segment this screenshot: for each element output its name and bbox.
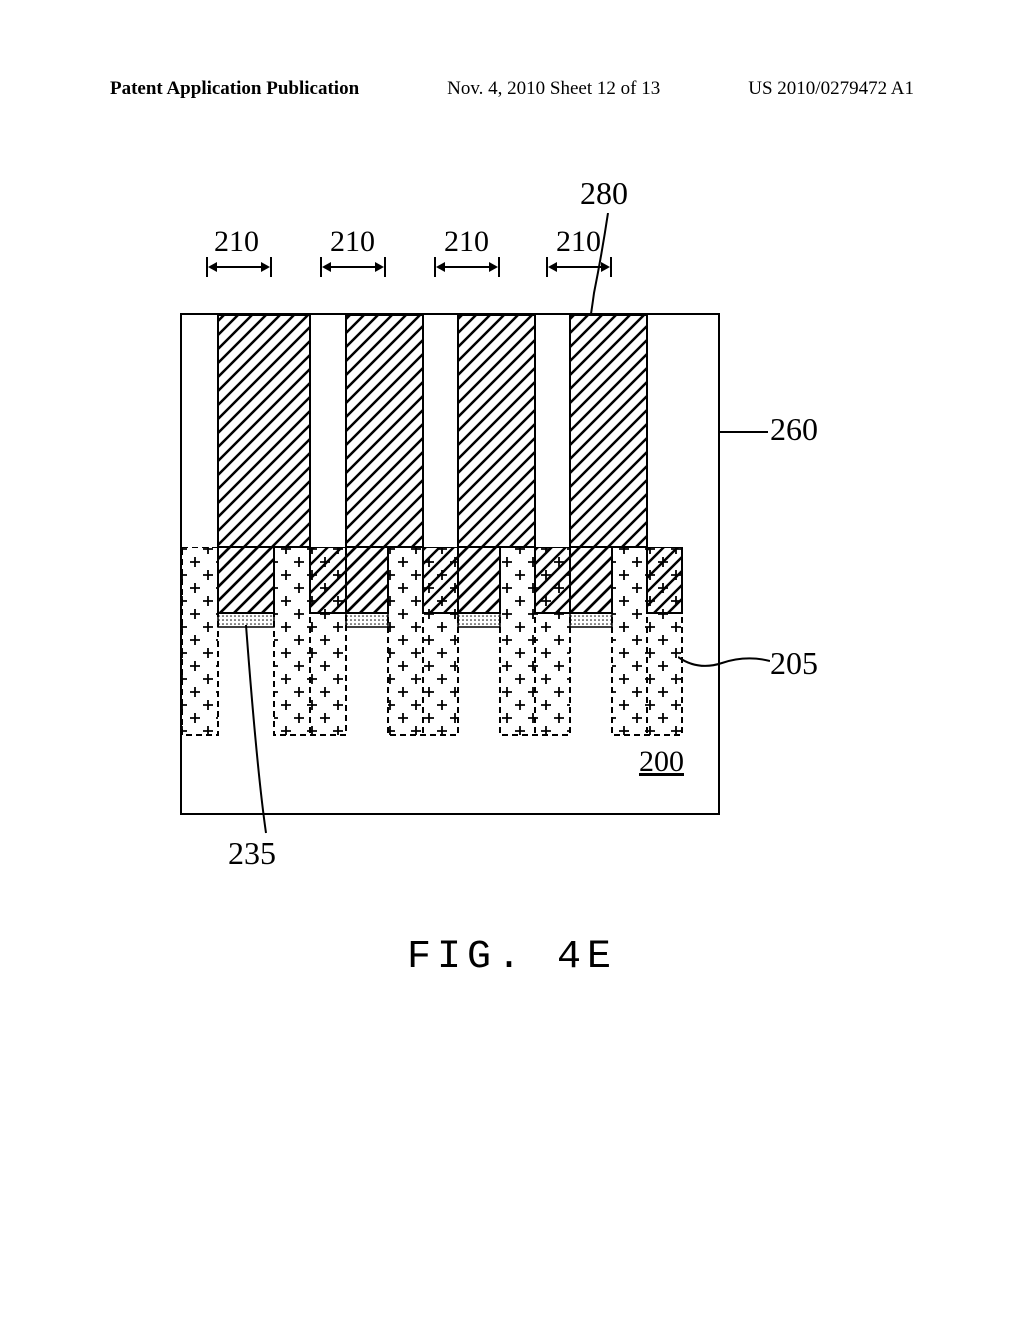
leader-260 xyxy=(720,431,768,433)
dim-arrow-3 xyxy=(434,261,500,273)
label-205: 205 xyxy=(770,645,818,682)
dimension-row: 210 210 210 210 xyxy=(180,225,840,315)
dim-label-4: 210 xyxy=(556,225,601,259)
label-200: 200 xyxy=(639,745,684,779)
dim-arrow-4 xyxy=(546,261,612,273)
dim-arrow-2 xyxy=(320,261,386,273)
figure-caption: FIG. 4E xyxy=(0,935,1024,980)
header-center: Nov. 4, 2010 Sheet 12 of 13 xyxy=(359,78,748,100)
label-260: 260 xyxy=(770,411,818,448)
dim-label-2: 210 xyxy=(330,225,375,259)
dim-label-1: 210 xyxy=(214,225,259,259)
dim-label-3: 210 xyxy=(444,225,489,259)
leader-235 xyxy=(242,625,282,835)
figure-4e: 280 210 210 210 210 xyxy=(180,235,840,865)
header-left: Patent Application Publication xyxy=(110,78,359,100)
header-right: US 2010/0279472 A1 xyxy=(748,78,914,100)
dim-arrow-1 xyxy=(206,261,272,273)
label-280: 280 xyxy=(580,175,628,212)
label-235: 235 xyxy=(228,835,276,872)
